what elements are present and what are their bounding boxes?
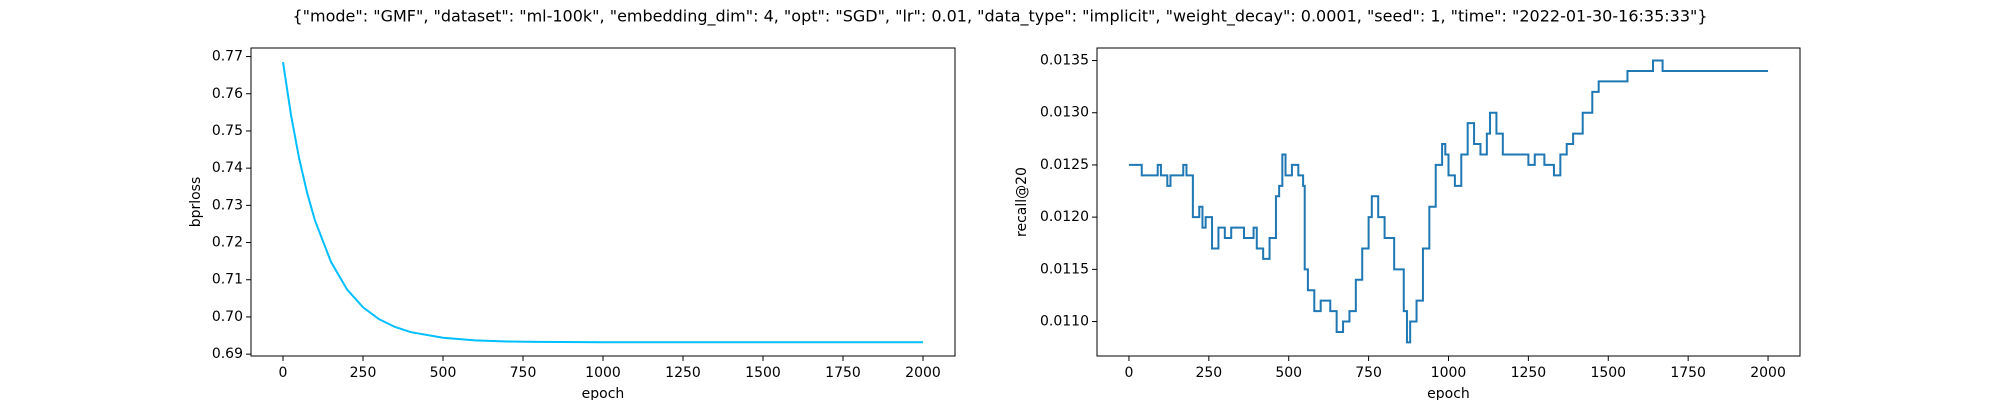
y-tick-label: 0.77: [212, 49, 243, 65]
x-tick-label: 1500: [745, 365, 781, 381]
y-axis-label: bprloss: [188, 177, 204, 228]
x-tick-label: 0: [1124, 365, 1133, 381]
y-tick-label: 0.0135: [1040, 53, 1089, 69]
y-tick-label: 0.0115: [1040, 261, 1089, 277]
y-tick-label: 0.69: [212, 346, 243, 362]
y-axis-label: recall@20: [1014, 167, 1030, 237]
y-tick-label: 0.0120: [1040, 209, 1089, 225]
x-tick-label: 1750: [825, 365, 861, 381]
x-tick-label: 750: [1355, 365, 1382, 381]
x-tick-label: 0: [279, 365, 288, 381]
y-tick-label: 0.72: [212, 235, 243, 251]
x-tick-label: 500: [430, 365, 457, 381]
x-tick-label: 1250: [1511, 365, 1547, 381]
y-tick-label: 0.0125: [1040, 157, 1089, 173]
data-line: [282, 61, 923, 344]
y-tick-label: 0.75: [212, 123, 243, 139]
y-tick-label: 0.71: [212, 272, 243, 288]
y-tick-label: 0.0110: [1040, 314, 1089, 330]
x-axis-label: epoch: [582, 386, 625, 400]
axes-frame: [250, 47, 956, 357]
data-line: [1128, 59, 1769, 344]
x-tick-label: 1500: [1590, 365, 1626, 381]
y-tick-label: 0.0130: [1040, 105, 1089, 121]
x-tick-label: 1000: [585, 365, 621, 381]
x-tick-label: 750: [510, 365, 537, 381]
x-tick-label: 1250: [665, 365, 701, 381]
y-tick-label: 0.73: [212, 197, 243, 213]
x-tick-label: 250: [350, 365, 377, 381]
x-tick-label: 1000: [1431, 365, 1467, 381]
x-tick-label: 2000: [1750, 365, 1786, 381]
x-tick-label: 500: [1275, 365, 1302, 381]
y-tick-label: 0.74: [212, 160, 243, 176]
x-tick-label: 1750: [1670, 365, 1706, 381]
y-tick-label: 0.70: [212, 309, 243, 325]
axes-frame: [1096, 47, 1801, 357]
y-tick-label: 0.76: [212, 86, 243, 102]
x-tick-label: 2000: [905, 365, 941, 381]
figure-title: {"mode": "GMF", "dataset": "ml-100k", "e…: [292, 7, 1707, 27]
x-axis-label: epoch: [1427, 386, 1470, 400]
x-tick-label: 250: [1195, 365, 1222, 381]
